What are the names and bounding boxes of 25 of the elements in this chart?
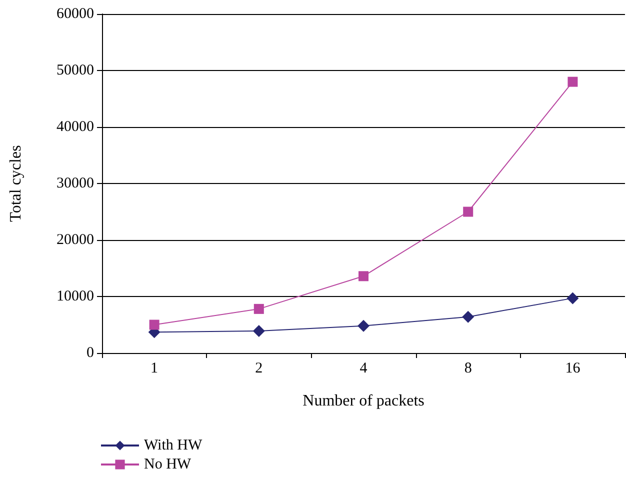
point <box>254 304 264 314</box>
x-tick-label: 1 <box>150 360 158 376</box>
y-tick-label: 40000 <box>56 119 94 135</box>
legend-label: No HW <box>144 456 192 472</box>
x-tick-label: 2 <box>255 360 263 376</box>
x-tick-label: 16 <box>565 360 581 376</box>
y-tick-label: 0 <box>86 345 94 361</box>
y-tick-label: 20000 <box>56 232 94 248</box>
y-tick-label: 30000 <box>56 176 94 192</box>
y-tick-label: 50000 <box>56 62 94 78</box>
x-axis-title: Number of packets <box>302 392 424 410</box>
point <box>149 320 160 330</box>
x-tick-label: 8 <box>464 360 472 376</box>
point <box>463 206 474 217</box>
y-axis-title: Total cycles <box>8 145 24 222</box>
y-tick-label: 10000 <box>56 288 94 304</box>
point <box>566 292 579 304</box>
point <box>462 310 474 323</box>
x-tick-label: 4 <box>360 360 368 376</box>
point <box>568 76 578 87</box>
point <box>358 271 368 282</box>
y-tick-label: 60000 <box>56 6 94 22</box>
point <box>252 324 265 337</box>
legend-label: With HW <box>144 438 203 454</box>
point <box>358 320 370 332</box>
